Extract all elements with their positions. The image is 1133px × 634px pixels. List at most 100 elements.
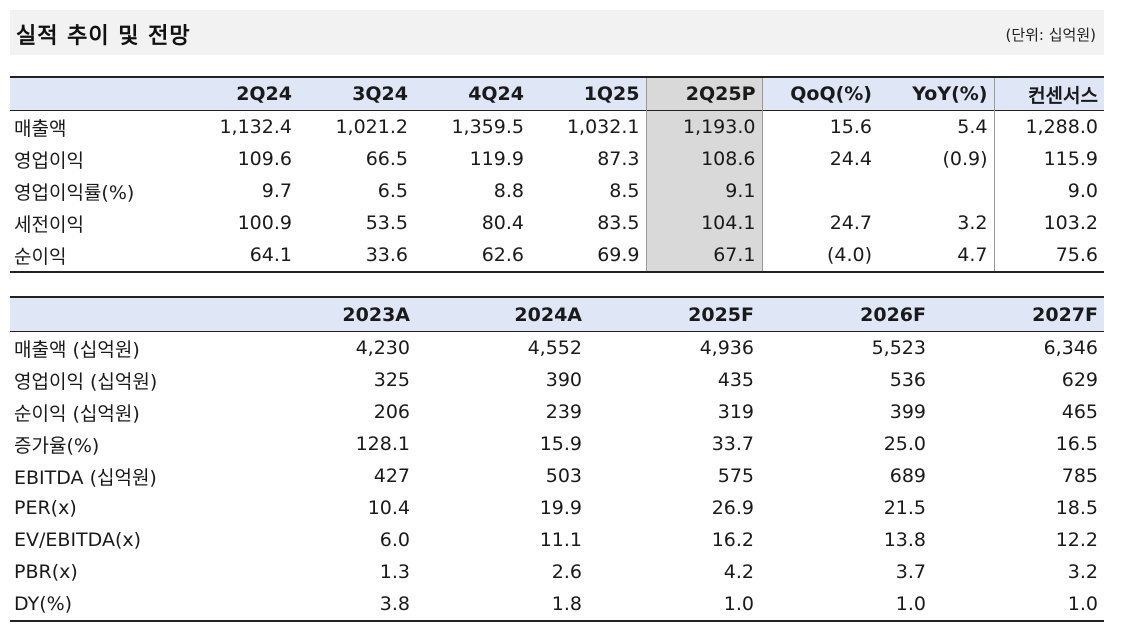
table-cell: 4,230 <box>355 337 410 359</box>
table-cell: 115.9 <box>993 143 1104 175</box>
table-cell: 3.7 <box>895 561 926 583</box>
header-label-cell <box>10 297 244 332</box>
table-cell: 26.9 <box>711 497 754 519</box>
column-header: 1Q25 <box>530 77 646 111</box>
table-cell: 9.0 <box>993 175 1104 207</box>
row-label: 증가율(%) <box>14 434 100 457</box>
table-cell: 9.7 <box>261 180 292 202</box>
table-cell: 536 <box>889 369 926 391</box>
table-cell: 575 <box>717 465 754 487</box>
table-cell: 69.9 <box>597 244 640 266</box>
table-cell: 465 <box>1061 401 1098 423</box>
table-cell: 33.7 <box>711 433 754 455</box>
table-header-row: 2023A 2024A 2025F 2026F 2027F <box>10 297 1104 332</box>
table-row: DY(%) 3.8 1.8 1.0 1.0 1.0 <box>10 588 1104 621</box>
table-cell: 5,523 <box>871 337 926 359</box>
table-cell: 1.8 <box>551 593 582 615</box>
table-cell: 4,552 <box>527 337 582 359</box>
table-row: 증가율(%) 128.1 15.9 33.7 25.0 16.5 <box>10 428 1104 460</box>
table-cell: 80.4 <box>481 212 524 234</box>
table-cell: 6,346 <box>1043 337 1098 359</box>
row-label: 매출액 <box>14 117 67 140</box>
table-cell: 19.9 <box>539 497 582 519</box>
table-row: 영업이익 109.6 66.5 119.9 87.3 108.6 24.4 (0.9) 115.… <box>10 143 1104 175</box>
table-cell: 8.8 <box>493 180 524 202</box>
table-cell: 18.5 <box>1055 497 1098 519</box>
table-cell: 16.2 <box>711 529 754 551</box>
page-title: 실적 추이 및 전망 <box>16 24 191 49</box>
table-cell: 3.8 <box>379 593 410 615</box>
table-cell: 4.2 <box>723 561 754 583</box>
table-cell: 15.6 <box>761 110 878 143</box>
table-cell: 11.1 <box>539 529 582 551</box>
annual-forecast-table: 2023A 2024A 2025F 2026F 2027F 매출액 (십억원) 4,230… <box>10 296 1104 622</box>
table-cell: 100.9 <box>237 212 292 234</box>
title-bar: 실적 추이 및 전망 (단위: 십억원) <box>10 10 1104 55</box>
table-row: 영업이익 (십억원) 325 390 435 536 629 <box>10 364 1104 396</box>
table-cell: 62.6 <box>481 244 524 266</box>
table-cell: 24.7 <box>761 207 878 239</box>
unit-note: (단위: 십억원) <box>1005 26 1096 44</box>
table-cell: 75.6 <box>993 239 1104 272</box>
table-cell: 390 <box>545 369 582 391</box>
table-cell: 1,132.4 <box>219 116 292 138</box>
table-cell: 399 <box>889 401 926 423</box>
table-cell: 6.0 <box>379 529 410 551</box>
table-cell: 103.2 <box>993 207 1104 239</box>
table-row: 순이익 (십억원) 206 239 319 399 465 <box>10 396 1104 428</box>
table-cell: 503 <box>545 465 582 487</box>
table-row: 매출액 (십억원) 4,230 4,552 4,936 5,523 6,346 <box>10 332 1104 365</box>
table-cell: 9.1 <box>645 175 762 207</box>
column-header: 2026F <box>760 297 932 332</box>
table-cell <box>878 175 994 207</box>
table-cell: 325 <box>373 369 410 391</box>
table-cell: (4.0) <box>761 239 878 272</box>
table-cell <box>761 175 878 207</box>
row-label: EV/EBITDA(x) <box>14 529 142 551</box>
column-header: 2023A <box>244 297 416 332</box>
table-cell: 128.1 <box>355 433 410 455</box>
table-cell: 1.3 <box>379 561 410 583</box>
table-row: 매출액 1,132.4 1,021.2 1,359.5 1,032.1 1,193.0 15… <box>10 110 1104 143</box>
table-cell: 4,936 <box>699 337 754 359</box>
row-label: 순이익 (십억원) <box>14 402 140 425</box>
column-header: YoY(%) <box>878 77 994 111</box>
column-header: QoQ(%) <box>761 77 878 111</box>
row-label: PBR(x) <box>14 561 78 583</box>
table-cell: 25.0 <box>883 433 926 455</box>
table-cell: 15.9 <box>539 433 582 455</box>
row-label: EBITDA (십억원) <box>14 466 157 489</box>
table-cell: 3.2 <box>957 212 988 234</box>
column-header: 3Q24 <box>298 77 414 111</box>
row-label: DY(%) <box>14 593 73 615</box>
table-cell: 629 <box>1061 369 1098 391</box>
table-cell: 239 <box>545 401 582 423</box>
table-cell: 119.9 <box>469 148 524 170</box>
table-cell: 53.5 <box>365 212 408 234</box>
table-cell: 6.5 <box>377 180 408 202</box>
table-cell: 427 <box>373 465 410 487</box>
column-header: 2027F <box>932 297 1104 332</box>
table-cell: 108.6 <box>645 143 762 175</box>
table-row: PER(x) 10.4 19.9 26.9 21.5 18.5 <box>10 492 1104 524</box>
column-header: 4Q24 <box>414 77 530 111</box>
table-cell: 33.6 <box>365 244 408 266</box>
row-label: PER(x) <box>14 497 77 519</box>
table-cell: 1.0 <box>1067 593 1098 615</box>
table-cell: 1.0 <box>895 593 926 615</box>
table-cell: 4.7 <box>957 244 988 266</box>
table-cell: (0.9) <box>942 148 988 170</box>
row-label: 영업이익 (십억원) <box>14 370 158 393</box>
table-cell: 87.3 <box>597 148 640 170</box>
row-label: 매출액 (십억원) <box>14 338 140 361</box>
table-row: 영업이익률(%) 9.7 6.5 8.8 8.5 9.1 9.0 <box>10 175 1104 207</box>
row-label: 영업이익률(%) <box>14 181 135 204</box>
column-header: 2Q24 <box>182 77 298 111</box>
table-cell: 3.2 <box>1067 561 1098 583</box>
quarterly-results-table: 2Q24 3Q24 4Q24 1Q25 2Q25P QoQ(%) YoY(%) 컨센서스 매출… <box>10 76 1104 273</box>
table-cell: 13.8 <box>883 529 926 551</box>
table-row: EBITDA (십억원) 427 503 575 689 785 <box>10 460 1104 492</box>
table-cell: 206 <box>373 401 410 423</box>
column-header: 2025F <box>588 297 760 332</box>
table-cell: 1,032.1 <box>566 116 640 138</box>
